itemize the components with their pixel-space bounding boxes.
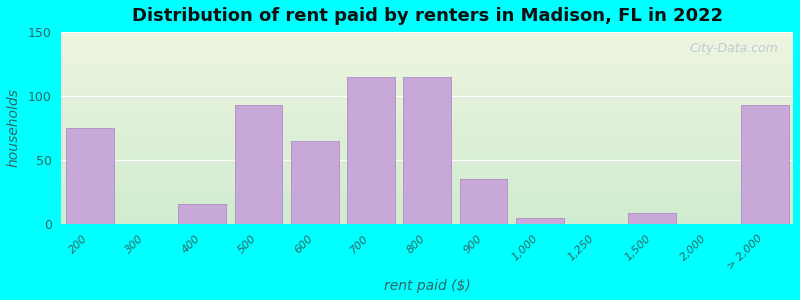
- Bar: [66, 128, 114, 224]
- Bar: [178, 204, 226, 224]
- Bar: [66, 128, 114, 224]
- Bar: [516, 218, 564, 224]
- Bar: [629, 213, 676, 224]
- Bar: [234, 105, 282, 224]
- Bar: [741, 105, 789, 224]
- Bar: [347, 77, 395, 224]
- Bar: [178, 204, 226, 224]
- Bar: [460, 179, 507, 224]
- Y-axis label: households: households: [7, 88, 21, 167]
- Bar: [516, 218, 564, 224]
- Bar: [403, 77, 451, 224]
- Bar: [629, 213, 676, 224]
- Bar: [291, 141, 338, 224]
- Bar: [460, 179, 507, 224]
- Text: City-Data.com: City-Data.com: [690, 42, 778, 55]
- Bar: [347, 77, 395, 224]
- Bar: [403, 77, 451, 224]
- Title: Distribution of rent paid by renters in Madison, FL in 2022: Distribution of rent paid by renters in …: [132, 7, 723, 25]
- Bar: [234, 105, 282, 224]
- Bar: [291, 141, 338, 224]
- X-axis label: rent paid ($): rent paid ($): [384, 279, 470, 293]
- Bar: [741, 105, 789, 224]
